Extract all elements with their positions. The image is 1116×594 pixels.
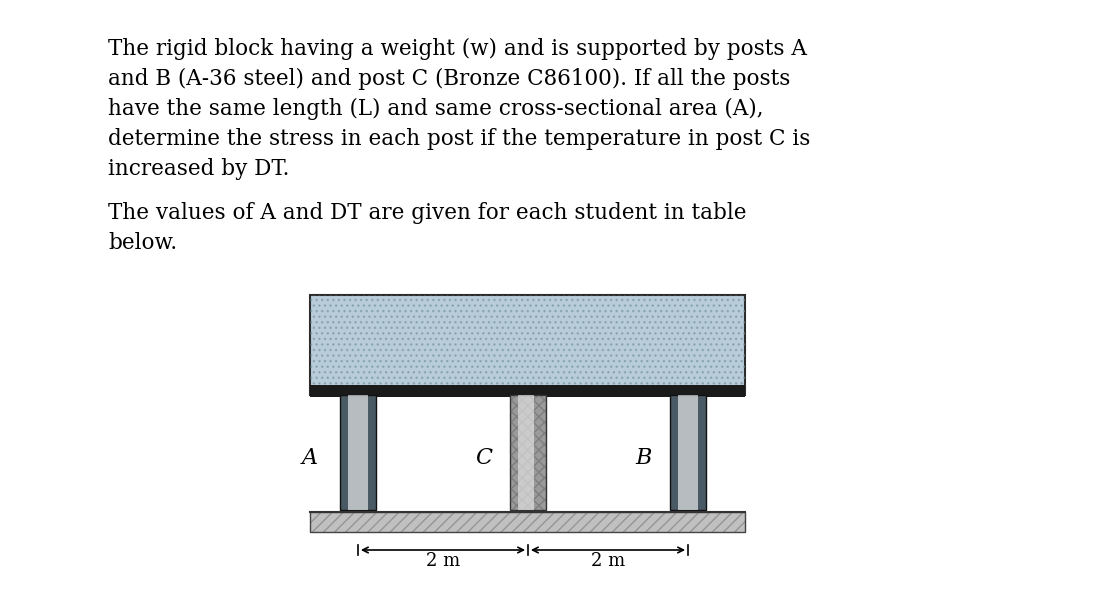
Text: and B (A-36 steel) and post C (Bronze C86100). If all the posts: and B (A-36 steel) and post C (Bronze C8… (108, 68, 790, 90)
Bar (518, 395, 533, 510)
Bar (510, 395, 546, 510)
Bar (310, 385, 745, 397)
Bar (310, 295, 745, 395)
Bar (310, 512, 745, 532)
Bar (310, 295, 745, 395)
Bar (510, 395, 546, 510)
Text: The values of A and DT are given for each student in table: The values of A and DT are given for eac… (108, 202, 747, 224)
Bar (310, 512, 745, 532)
Text: increased by DT.: increased by DT. (108, 158, 289, 180)
Text: below.: below. (108, 232, 177, 254)
Text: C: C (475, 447, 492, 469)
Text: 2 m: 2 m (590, 552, 625, 570)
Bar (670, 395, 706, 510)
Text: The rigid block having a weight (w) and is supported by posts A: The rigid block having a weight (w) and … (108, 38, 807, 60)
Bar (348, 395, 368, 510)
Text: have the same length (L) and same cross-sectional area (A),: have the same length (L) and same cross-… (108, 98, 763, 120)
Text: 2 m: 2 m (426, 552, 460, 570)
Bar (679, 395, 698, 510)
Text: B: B (636, 447, 652, 469)
Text: determine the stress in each post if the temperature in post C is: determine the stress in each post if the… (108, 128, 810, 150)
Bar (340, 395, 376, 510)
Text: A: A (301, 447, 318, 469)
